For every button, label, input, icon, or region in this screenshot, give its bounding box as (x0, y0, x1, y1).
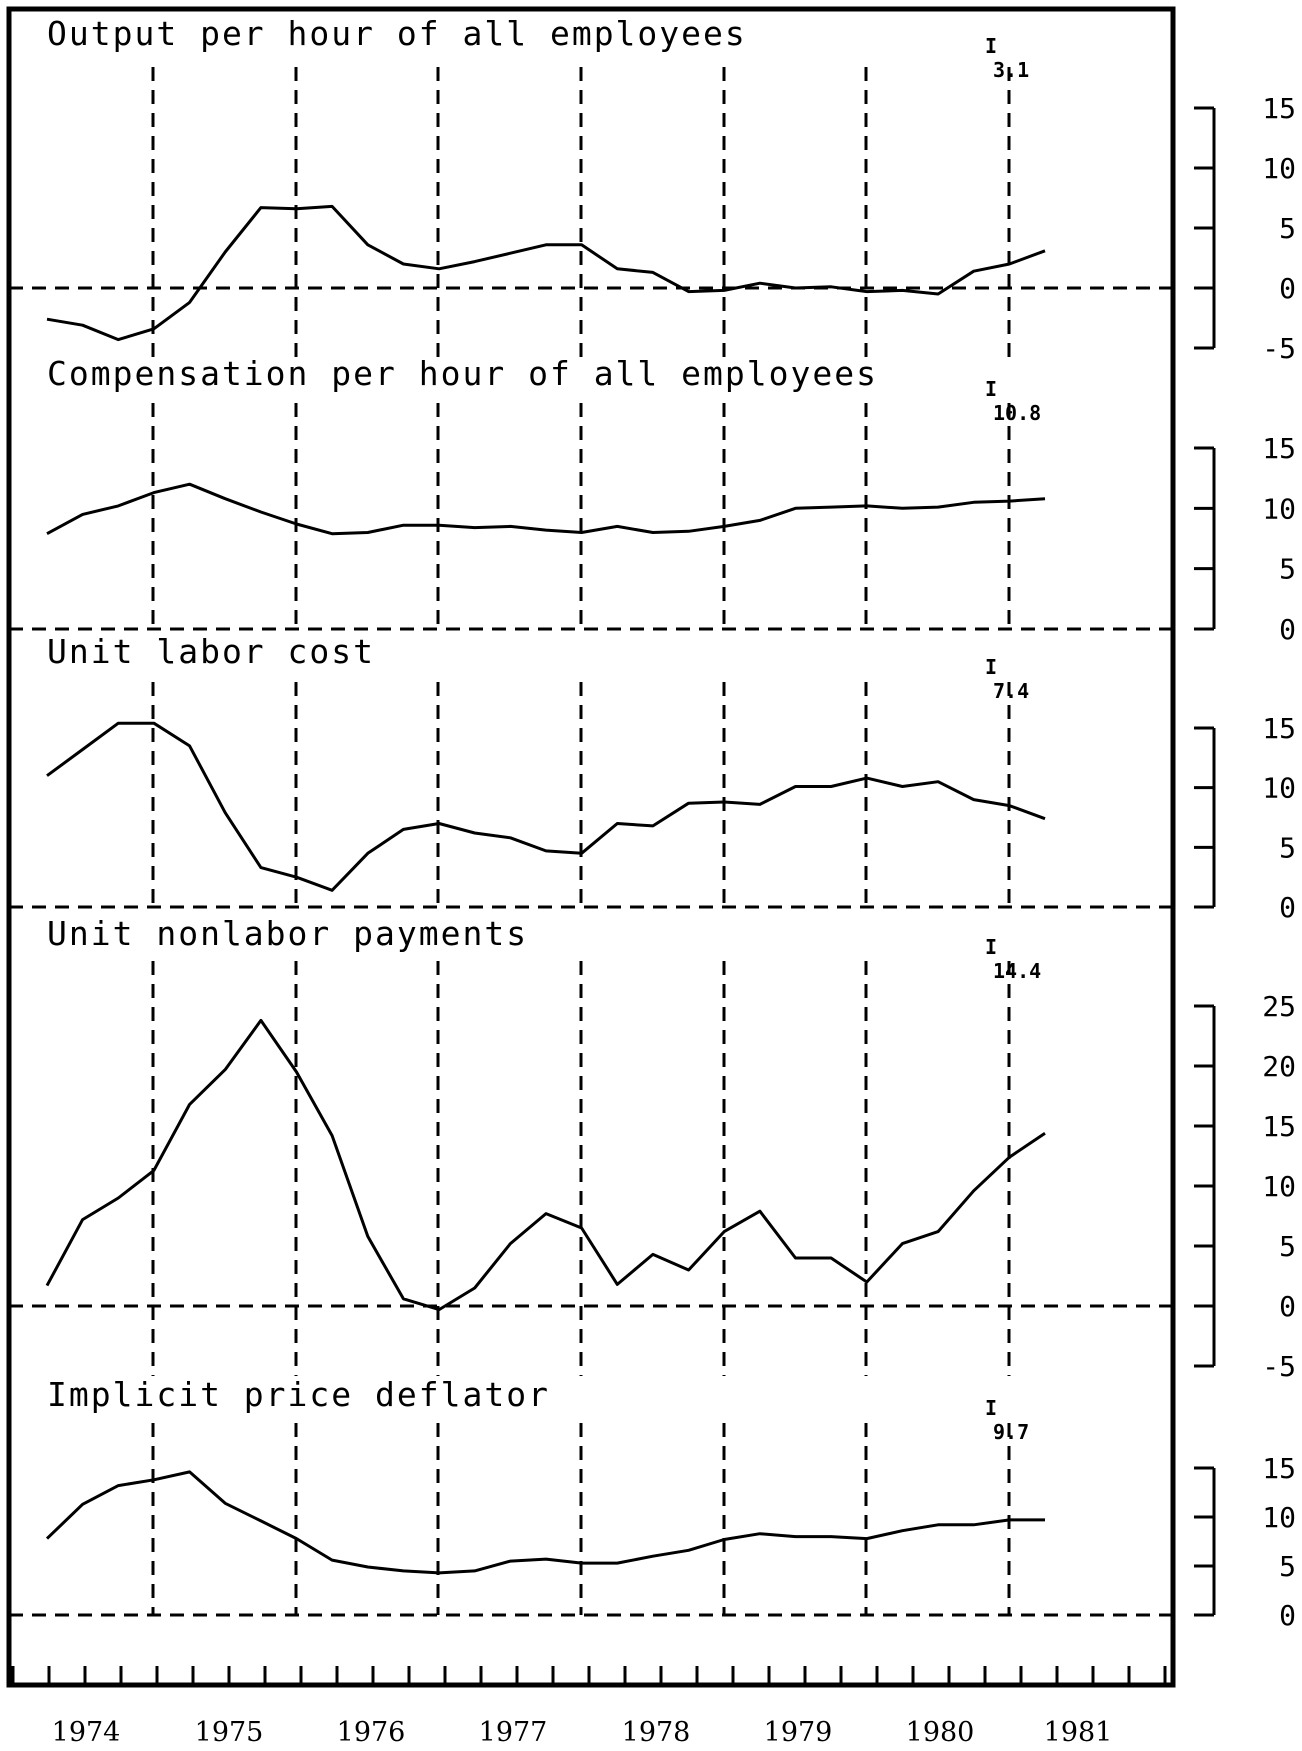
y-tick-label: 5 (1279, 553, 1296, 586)
y-tick-label: 15 (1262, 1110, 1296, 1143)
x-tick-label: 1976 (337, 1717, 406, 1748)
series-line (45, 1470, 1045, 1575)
panel-title: Unit labor cost (47, 632, 375, 671)
series-line (45, 1018, 1046, 1312)
panels: Output per hour of all employees I3.1-505… (9, 14, 1296, 1632)
y-tick-label: 10 (1262, 152, 1296, 185)
x-tick-label: 1979 (764, 1717, 833, 1748)
chart-panel: Output per hour of all employees I3.1 -5 0 5… (9, 14, 1296, 365)
series-line (46, 204, 1046, 342)
annotation-label: 9.7 (993, 1420, 1029, 1444)
y-tick-label: 15 (1262, 92, 1296, 125)
annotation-marker: I (985, 935, 997, 959)
panel-title: Compensation per hour of all employees (47, 354, 878, 393)
annotation-label: 3.1 (993, 58, 1029, 82)
y-tick-label: 25 (1262, 990, 1296, 1023)
y-tick-label: 15 (1262, 1452, 1296, 1485)
chart-panel: Compensation per hour of all employees I1… (9, 354, 1296, 646)
x-tick-label: 1975 (195, 1717, 264, 1748)
x-tick-label: 1974 (52, 1717, 121, 1748)
y-tick-label: 10 (1262, 1501, 1296, 1534)
x-axis: 1974 1975 1976 1977 1978 1979 1980 1981 (11, 1666, 1167, 1748)
series-line (46, 721, 1046, 892)
y-tick-label: 5 (1279, 1230, 1296, 1263)
y-tick-label: 10 (1262, 772, 1296, 805)
y-tick-label: 5 (1279, 1550, 1296, 1583)
series-line (46, 482, 1046, 536)
y-tick-label: 0 (1279, 272, 1296, 305)
annotation-marker: I (985, 34, 997, 58)
panel-title: Unit nonlabor payments (47, 914, 528, 953)
chart-panel: Unit nonlabor payments I14.4 -5 0 5 10 15 20 25 (9, 914, 1296, 1383)
panel-title: Output per hour of all employees (47, 14, 747, 53)
annotation-label: 10.8 (993, 401, 1041, 425)
y-tick-label: 0 (1279, 891, 1296, 924)
x-tick-label: 1980 (906, 1717, 975, 1748)
x-tick-label: 1981 (1044, 1717, 1113, 1748)
y-tick-label: 5 (1279, 212, 1296, 245)
y-tick-label: -5 (1262, 1350, 1296, 1383)
x-tick-label: 1977 (479, 1717, 548, 1748)
annotation-label: 7.4 (993, 679, 1029, 703)
annotation-label: 14.4 (993, 959, 1041, 983)
annotation-marker: I (985, 1396, 997, 1420)
chart-panel: Implicit price deflator I9.7 0 5 10 15 (9, 1375, 1296, 1632)
annotation-marker: I (985, 655, 997, 679)
plot-frame (6, 6, 1176, 1688)
y-tick-label: -5 (1262, 332, 1296, 365)
y-tick-label: 10 (1262, 492, 1296, 525)
panel-title: Implicit price deflator (47, 1375, 550, 1414)
chart-panel: Unit labor cost I7.4 0 5 10 15 (9, 632, 1296, 924)
annotation-marker: I (985, 377, 997, 401)
y-tick-label: 0 (1279, 1599, 1296, 1632)
y-tick-label: 0 (1279, 1290, 1296, 1323)
y-tick-label: 0 (1279, 613, 1296, 646)
y-tick-label: 15 (1262, 432, 1296, 465)
y-tick-label: 5 (1279, 831, 1296, 864)
y-tick-label: 10 (1262, 1170, 1296, 1203)
x-tick-label: 1978 (622, 1717, 691, 1748)
y-tick-label: 15 (1262, 712, 1296, 745)
y-tick-label: 20 (1262, 1050, 1296, 1083)
